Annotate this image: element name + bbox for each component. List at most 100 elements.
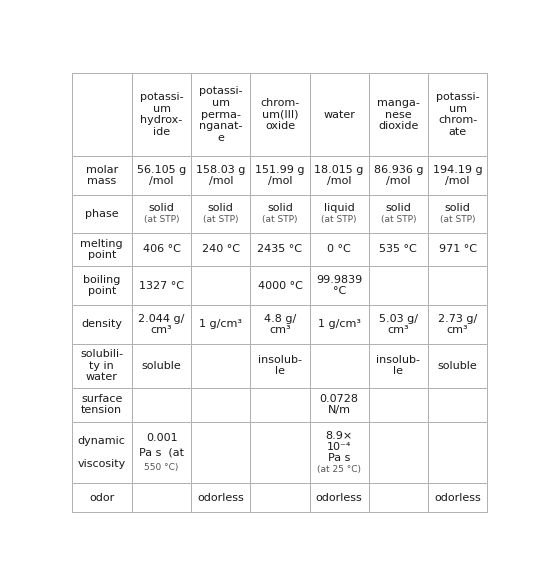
Bar [428, 156, 487, 195]
Text: water: water [323, 109, 355, 120]
Text: 4.8 g/
cm³: 4.8 g/ cm³ [264, 314, 296, 335]
Bar [428, 266, 487, 305]
Text: 86.936 g
/mol: 86.936 g /mol [374, 165, 423, 186]
Bar [132, 195, 191, 233]
Bar [132, 156, 191, 195]
Bar [191, 388, 250, 422]
Text: (at STP): (at STP) [380, 215, 416, 224]
Bar [71, 344, 132, 388]
Bar [250, 195, 310, 233]
Bar [71, 233, 132, 266]
Text: (at STP): (at STP) [203, 215, 239, 224]
Text: 4000 °C: 4000 °C [258, 281, 302, 291]
Text: 10⁻⁴: 10⁻⁴ [327, 442, 352, 452]
Bar [428, 73, 487, 156]
Bar [71, 266, 132, 305]
Bar [250, 156, 310, 195]
Bar [132, 422, 191, 483]
Bar [132, 233, 191, 266]
Bar [191, 344, 250, 388]
Bar [132, 344, 191, 388]
Bar [71, 483, 132, 512]
Bar [310, 233, 369, 266]
Text: molar
mass: molar mass [86, 165, 118, 186]
Bar [132, 483, 191, 512]
Bar [369, 344, 428, 388]
Bar [310, 266, 369, 305]
Text: melting
point: melting point [81, 239, 123, 260]
Bar [310, 305, 369, 344]
Bar [428, 344, 487, 388]
Bar [428, 422, 487, 483]
Text: odorless: odorless [434, 493, 481, 503]
Text: solid: solid [445, 203, 470, 212]
Bar [428, 233, 487, 266]
Bar [71, 73, 132, 156]
Text: 18.015 g
/mol: 18.015 g /mol [314, 165, 364, 186]
Text: 535 °C: 535 °C [379, 244, 417, 254]
Bar [428, 195, 487, 233]
Text: 158.03 g
/mol: 158.03 g /mol [196, 165, 245, 186]
Text: phase: phase [85, 209, 119, 219]
Bar [369, 73, 428, 156]
Text: density: density [81, 320, 122, 329]
Text: dynamic

viscosity: dynamic viscosity [77, 436, 126, 469]
Text: solid: solid [385, 203, 411, 212]
Bar [310, 483, 369, 512]
Bar [71, 305, 132, 344]
Text: (at STP): (at STP) [262, 215, 298, 224]
Bar [191, 195, 250, 233]
Text: surface
tension: surface tension [81, 394, 123, 415]
Bar [310, 388, 369, 422]
Text: 99.9839
°C: 99.9839 °C [316, 275, 362, 296]
Bar [310, 195, 369, 233]
Text: 194.19 g
/mol: 194.19 g /mol [433, 165, 482, 186]
Bar [310, 73, 369, 156]
Text: chrom-
um(III)
oxide: chrom- um(III) oxide [261, 98, 300, 131]
Bar [310, 344, 369, 388]
Bar [71, 156, 132, 195]
Bar [191, 266, 250, 305]
Bar [369, 305, 428, 344]
Bar [191, 233, 250, 266]
Text: odorless: odorless [316, 493, 362, 503]
Text: Pa s  (at: Pa s (at [139, 448, 184, 457]
Text: soluble: soluble [142, 361, 181, 371]
Text: solid: solid [149, 203, 174, 212]
Text: (at 25 °C): (at 25 °C) [317, 465, 361, 474]
Text: solid: solid [267, 203, 293, 212]
Text: insolub-
le: insolub- le [377, 355, 420, 376]
Text: 2435 °C: 2435 °C [257, 244, 302, 254]
Bar [71, 388, 132, 422]
Bar [250, 305, 310, 344]
Text: 2.044 g/
cm³: 2.044 g/ cm³ [138, 314, 185, 335]
Text: Pa s: Pa s [328, 453, 350, 463]
Bar [310, 422, 369, 483]
Bar [250, 344, 310, 388]
Bar [132, 305, 191, 344]
Text: potassi-
um
chrom-
ate: potassi- um chrom- ate [435, 92, 480, 137]
Text: 0.001: 0.001 [146, 433, 178, 443]
Bar [250, 266, 310, 305]
Bar [250, 422, 310, 483]
Text: odorless: odorless [197, 493, 244, 503]
Bar [132, 73, 191, 156]
Text: 406 °C: 406 °C [143, 244, 180, 254]
Bar [369, 388, 428, 422]
Bar [250, 233, 310, 266]
Text: solid: solid [208, 203, 234, 212]
Text: solubili-
ty in
water: solubili- ty in water [80, 349, 123, 382]
Text: 0 °C: 0 °C [328, 244, 351, 254]
Text: potassi-
um
perma-
nganat-
e: potassi- um perma- nganat- e [199, 86, 243, 143]
Text: 151.99 g
/mol: 151.99 g /mol [255, 165, 305, 186]
Bar [191, 156, 250, 195]
Text: (at STP): (at STP) [144, 215, 179, 224]
Text: potassi-
um
hydrox-
ide: potassi- um hydrox- ide [140, 92, 184, 137]
Bar [250, 73, 310, 156]
Bar [191, 73, 250, 156]
Text: (at STP): (at STP) [322, 215, 357, 224]
Text: insolub-
le: insolub- le [258, 355, 302, 376]
Text: 5.03 g/
cm³: 5.03 g/ cm³ [379, 314, 418, 335]
Bar [369, 156, 428, 195]
Text: (at STP): (at STP) [440, 215, 475, 224]
